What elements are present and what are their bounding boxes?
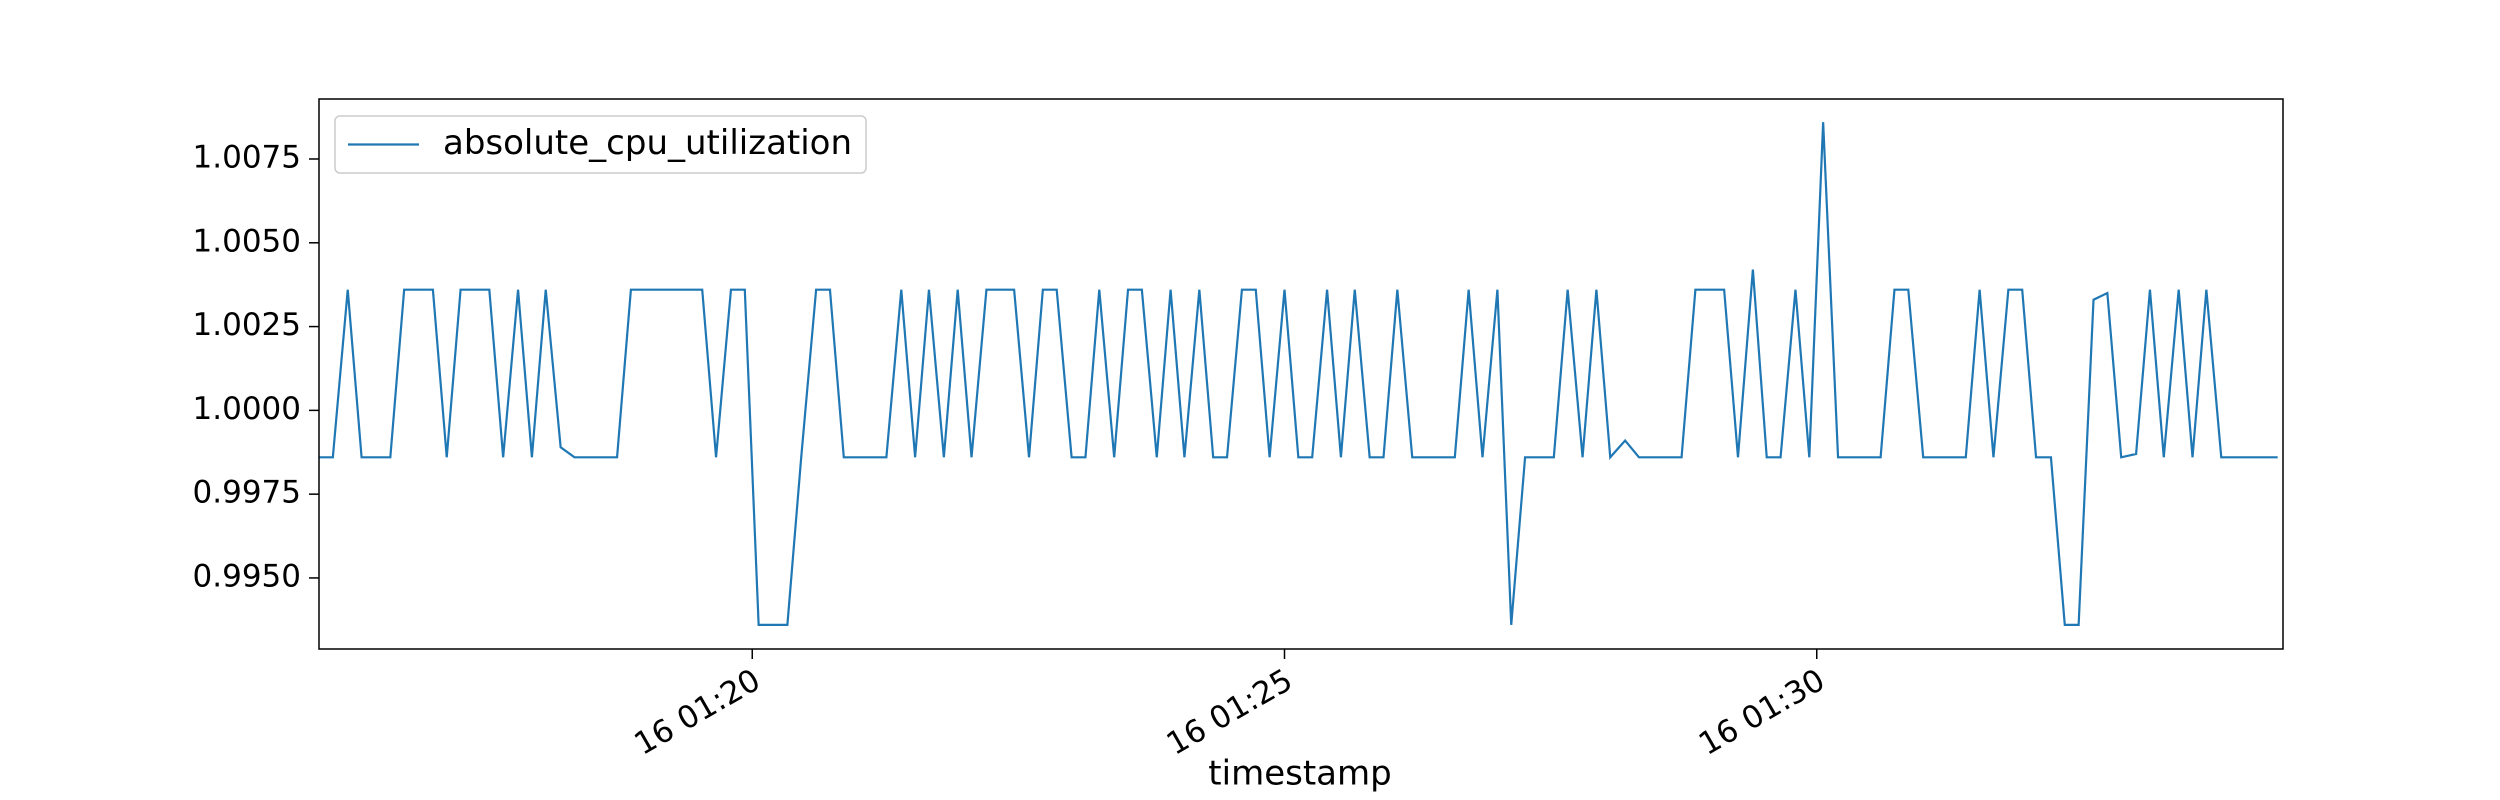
y-tick-label: 1.0050	[193, 223, 301, 259]
y-tick-label: 1.0075	[193, 139, 301, 175]
y-tick-label: 0.9975	[193, 475, 301, 511]
legend-label: absolute_cpu_utilization	[443, 123, 852, 163]
y-tick-label: 0.9950	[193, 558, 301, 594]
plot-frame	[318, 98, 2284, 650]
x-tick-label: 16 01:30	[1693, 662, 1831, 762]
y-tick-label: 1.0000	[193, 391, 301, 427]
legend-box	[334, 115, 867, 174]
x-tick-label: 16 01:20	[628, 662, 766, 762]
x-tick-label: 16 01:25	[1161, 662, 1299, 762]
data-line	[319, 122, 2278, 626]
x-axis-label: timestamp	[1208, 754, 1391, 794]
y-tick-label: 1.0025	[193, 307, 301, 343]
